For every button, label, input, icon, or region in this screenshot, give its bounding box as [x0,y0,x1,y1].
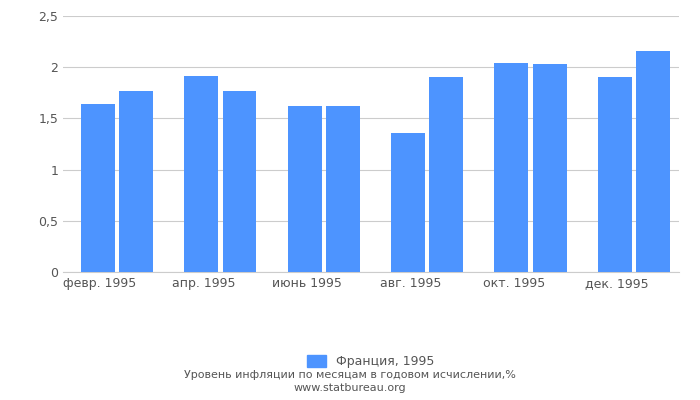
Bar [184,76,218,272]
Bar [223,91,256,272]
Text: Уровень инфляции по месяцам в годовом исчислении,%: Уровень инфляции по месяцам в годовом ис… [184,370,516,380]
Bar [636,51,670,272]
Legend: Франция, 1995: Франция, 1995 [302,350,440,373]
Bar [391,133,425,272]
Bar [494,63,528,272]
Text: www.statbureau.org: www.statbureau.org [294,383,406,393]
Bar [119,91,153,272]
Bar [598,78,632,272]
Bar [80,104,115,272]
Bar [429,78,463,272]
Bar [288,106,321,272]
Bar [533,64,567,272]
Bar [326,106,360,272]
